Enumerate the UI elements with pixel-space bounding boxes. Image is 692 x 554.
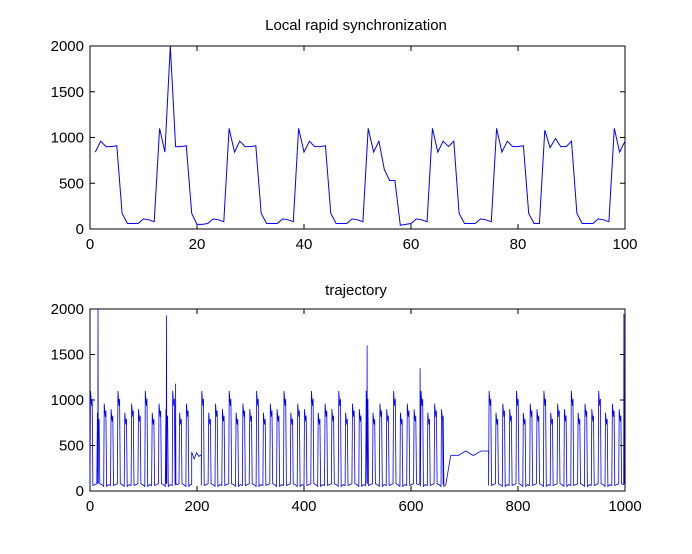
- series-line: [94, 45, 626, 226]
- y-tick-label: 0: [76, 221, 84, 238]
- x-tick-label: 100: [612, 236, 637, 253]
- x-tick-label: 200: [184, 498, 209, 515]
- y-tick-label: 1000: [51, 392, 84, 409]
- y-tick-label: 1500: [51, 347, 84, 364]
- x-tick-label: 40: [296, 236, 313, 253]
- x-tick-label: 80: [510, 236, 527, 253]
- x-tick-label: 60: [403, 236, 420, 253]
- chart-title: Local rapid synchronization: [265, 17, 447, 34]
- y-tick-label: 0: [76, 483, 84, 500]
- axis-ticks: 0 200 400 600 800 1000 0 500 1000 1500 2000: [51, 301, 642, 515]
- x-tick-label: 800: [505, 498, 530, 515]
- y-tick-label: 500: [59, 175, 84, 192]
- chart-title: trajectory: [325, 282, 387, 299]
- y-tick-label: 1500: [51, 84, 84, 101]
- x-tick-label: 600: [398, 498, 423, 515]
- plot-area: [89, 45, 626, 230]
- x-tick-label: 0: [86, 236, 94, 253]
- y-tick-label: 500: [59, 438, 84, 455]
- series-line: [89, 308, 626, 488]
- x-tick-label: 400: [291, 498, 316, 515]
- x-tick-label: 20: [189, 236, 206, 253]
- y-tick-label: 2000: [51, 301, 84, 318]
- y-tick-label: 1000: [51, 130, 84, 147]
- chart-trajectory: trajectory 0 200 400 600 800 1000 0 500 1000 1500…: [51, 282, 642, 515]
- y-tick-label: 2000: [51, 38, 84, 55]
- x-tick-label: 1000: [608, 498, 641, 515]
- chart-local-rapid-synchronization: Local rapid synchronization 0 20 40 60 80 100…: [51, 17, 638, 253]
- x-tick-label: 0: [86, 498, 94, 515]
